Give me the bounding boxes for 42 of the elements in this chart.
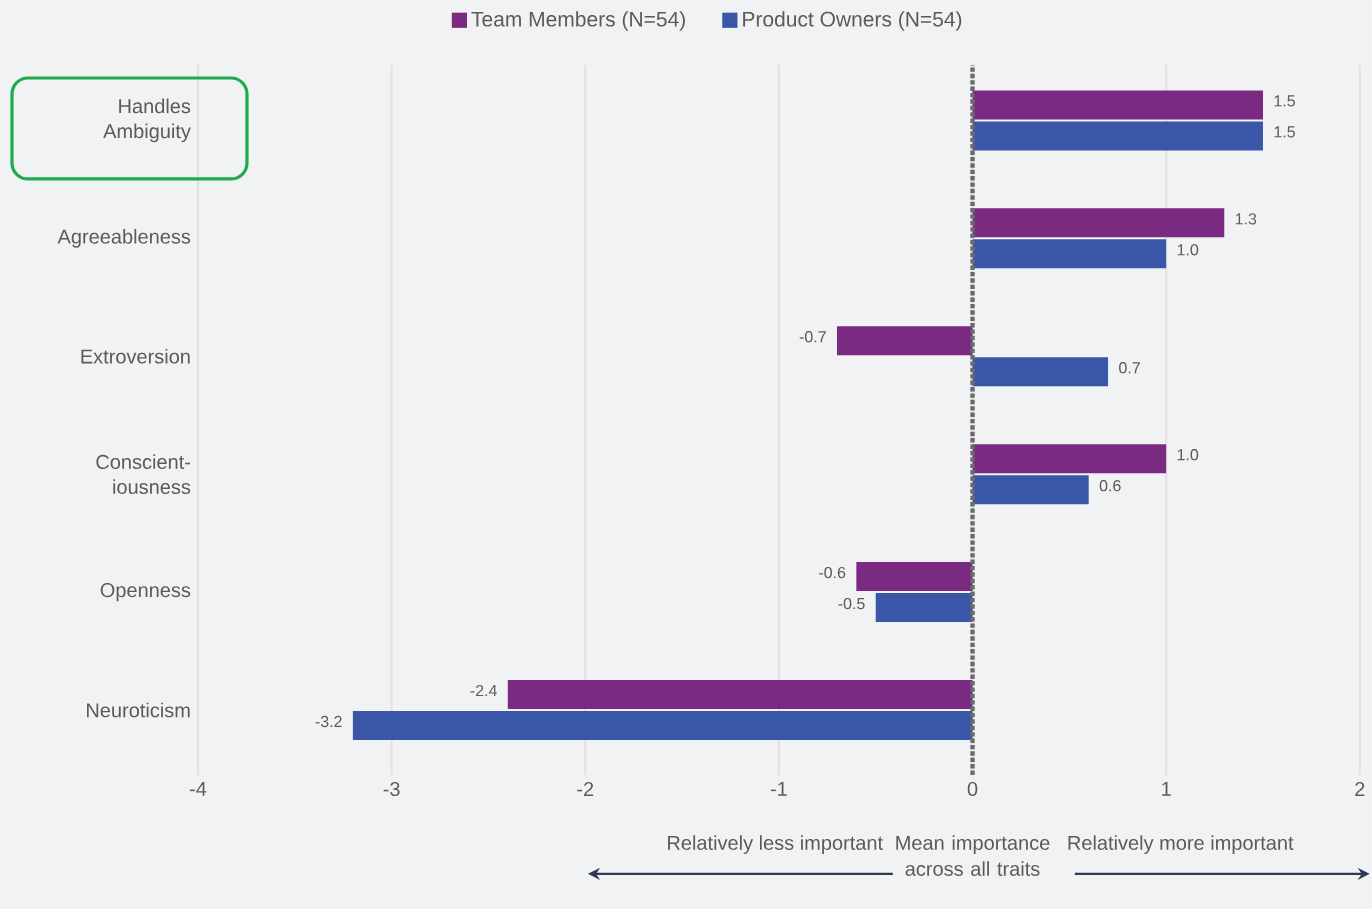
y-tick-label: Neuroticism (87, 702, 190, 718)
data-label: 1.5 (1274, 95, 1295, 107)
bar (856, 562, 973, 592)
data-label: 1.0 (1177, 449, 1199, 461)
data-label: 0.6 (1099, 480, 1121, 492)
bar (972, 444, 1167, 474)
x-tick-label: -4 (189, 781, 207, 796)
y-tick-label: Handles Ambiguity (103, 98, 191, 143)
x-tick-label: -1 (770, 781, 787, 796)
bar (836, 326, 973, 356)
y-tick-label: Agreeableness (57, 229, 191, 248)
x-tick-label: 1 (1162, 781, 1171, 796)
y-tick-label: Extroversion (81, 348, 190, 364)
bar (875, 593, 973, 623)
bar (352, 711, 973, 741)
data-label: 1.0 (1177, 244, 1199, 256)
data-label: -0.6 (819, 566, 846, 579)
bar (972, 475, 1089, 505)
data-label: -3.2 (315, 715, 342, 728)
text: Relatively less important (668, 835, 883, 854)
x-tick-label: 2 (1355, 781, 1365, 796)
y-tick-label: Openness (100, 583, 191, 602)
data-label: -0.7 (799, 331, 826, 343)
data-label: 1.3 (1235, 213, 1257, 225)
text: Mean importance across all traits (896, 835, 1050, 877)
legend-label: Product Owners (N=54) (743, 11, 962, 31)
x-tick-label: 0 (967, 781, 978, 797)
bar (972, 239, 1167, 269)
bar (972, 121, 1263, 151)
bar (507, 680, 973, 710)
data-label: -0.5 (838, 597, 865, 610)
bar (972, 357, 1109, 387)
x-tick-label: -2 (577, 781, 594, 796)
text: Relatively more important (1068, 835, 1294, 854)
legend-label: Team Members (N=54) (471, 11, 685, 31)
bar (972, 208, 1225, 238)
data-label: 0.7 (1119, 362, 1140, 374)
data-label: -2.4 (470, 684, 497, 697)
x-tick-label: -3 (383, 781, 400, 797)
bar (972, 90, 1263, 120)
data-label: 1.5 (1274, 126, 1295, 138)
y-tick-label: Conscient-iousness (96, 454, 191, 495)
